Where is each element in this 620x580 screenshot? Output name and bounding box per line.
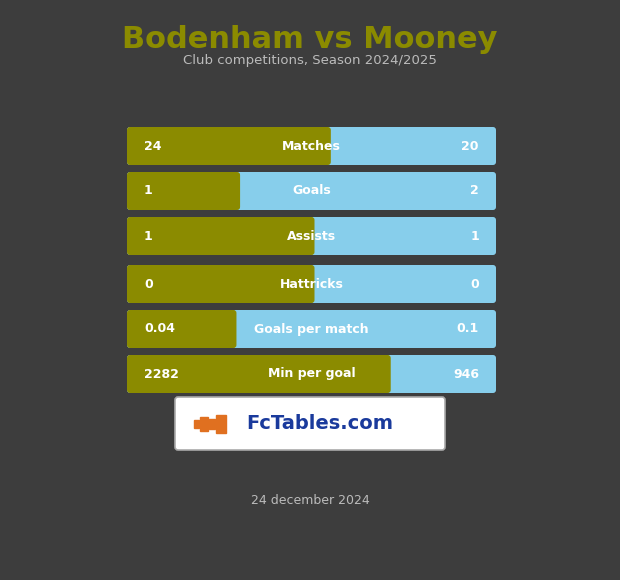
Bar	[209, 419, 215, 429]
FancyBboxPatch shape	[127, 217, 496, 255]
Text: Club competitions, Season 2024/2025: Club competitions, Season 2024/2025	[183, 54, 437, 67]
Text: Goals per match: Goals per match	[254, 322, 369, 335]
FancyBboxPatch shape	[127, 355, 391, 393]
Text: 20: 20	[461, 140, 479, 153]
Text: 24: 24	[144, 140, 161, 153]
Text: 24 december 2024: 24 december 2024	[250, 494, 370, 507]
FancyBboxPatch shape	[127, 310, 496, 348]
Text: 0: 0	[144, 277, 153, 291]
Text: Assists: Assists	[287, 230, 336, 242]
Text: 1: 1	[470, 230, 479, 242]
Text: 1: 1	[144, 184, 153, 198]
Text: 2282: 2282	[144, 368, 179, 380]
Text: Hattricks: Hattricks	[280, 277, 343, 291]
FancyBboxPatch shape	[127, 127, 331, 165]
Bar	[200, 416, 208, 430]
FancyBboxPatch shape	[127, 127, 496, 165]
Text: 0.1: 0.1	[457, 322, 479, 335]
Text: 0: 0	[470, 277, 479, 291]
FancyBboxPatch shape	[175, 397, 445, 450]
FancyBboxPatch shape	[127, 310, 236, 348]
Text: 1: 1	[144, 230, 153, 242]
Text: 2: 2	[470, 184, 479, 198]
FancyBboxPatch shape	[127, 217, 314, 255]
Text: Min per goal: Min per goal	[268, 368, 355, 380]
FancyBboxPatch shape	[127, 265, 496, 303]
Text: Goals: Goals	[292, 184, 331, 198]
Bar	[216, 415, 226, 433]
FancyBboxPatch shape	[127, 172, 240, 210]
FancyBboxPatch shape	[127, 265, 314, 303]
Text: 0.04: 0.04	[144, 322, 175, 335]
Text: Bodenham vs Mooney: Bodenham vs Mooney	[122, 25, 498, 54]
Text: Matches: Matches	[282, 140, 341, 153]
FancyBboxPatch shape	[127, 355, 496, 393]
Text: FcTables.com: FcTables.com	[247, 414, 394, 433]
Text: 946: 946	[453, 368, 479, 380]
FancyBboxPatch shape	[127, 172, 496, 210]
Bar	[194, 419, 199, 427]
